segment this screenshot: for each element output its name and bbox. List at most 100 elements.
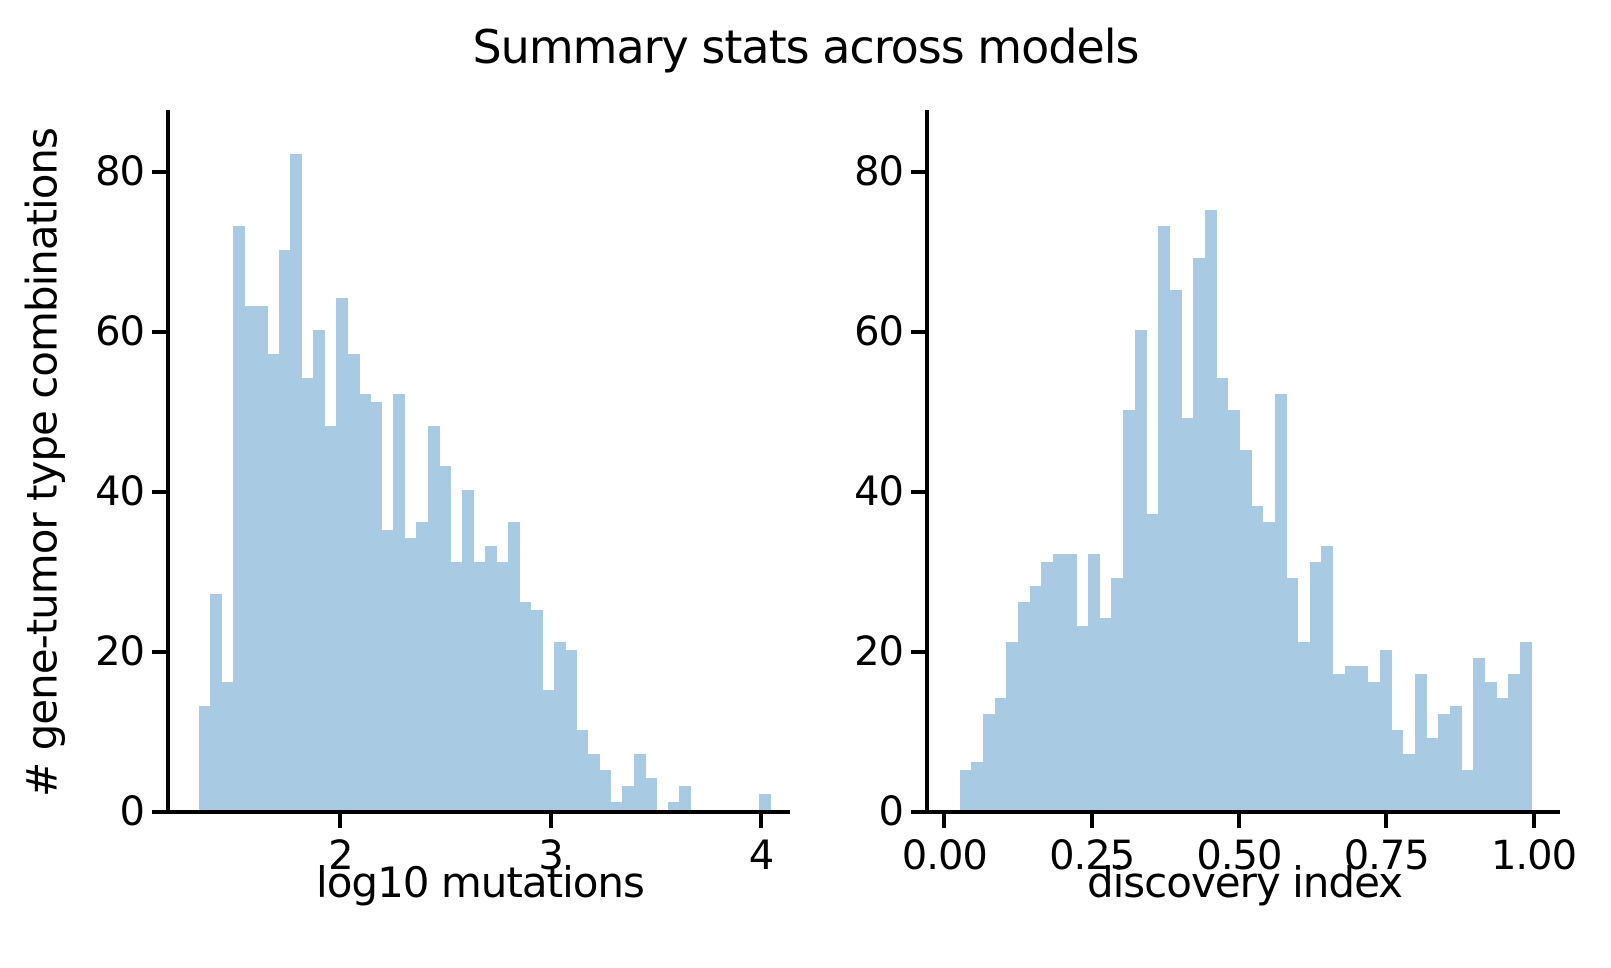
histogram-bar xyxy=(324,426,337,810)
histogram-bar xyxy=(1064,554,1077,810)
x-axis-label-right: discovery index xyxy=(1086,858,1403,907)
histogram-bar xyxy=(1379,650,1392,810)
histogram-bar xyxy=(381,530,394,810)
x-tick-label: 1.00 xyxy=(1490,833,1577,879)
histogram-bar xyxy=(1052,554,1066,810)
histogram-bar xyxy=(1251,506,1264,810)
x-tick-label: 0.50 xyxy=(1196,833,1282,879)
histogram-bar xyxy=(971,762,984,810)
histogram-bar xyxy=(576,730,589,810)
y-tick-label: 0 xyxy=(119,789,145,835)
histogram-bar xyxy=(290,154,303,810)
y-tick xyxy=(152,650,166,654)
histogram-bar xyxy=(1029,586,1042,810)
histogram-bar xyxy=(473,562,486,810)
histogram-bar xyxy=(1437,714,1451,810)
histogram-bar xyxy=(1099,618,1112,810)
histogram-bar xyxy=(1426,738,1439,810)
histogram-bar xyxy=(1309,562,1322,810)
histogram-bar xyxy=(599,770,612,810)
x-axis-label-left: log10 mutations xyxy=(316,858,645,907)
histogram-bar xyxy=(982,714,996,810)
histogram-bar xyxy=(994,698,1007,810)
x-tick xyxy=(1236,814,1241,828)
histogram-bar xyxy=(507,522,520,810)
histogram-bar xyxy=(1146,514,1159,810)
histogram-bar xyxy=(450,562,463,810)
histogram-bar xyxy=(1204,210,1217,810)
histogram-bar xyxy=(553,642,566,810)
histogram-bar xyxy=(622,786,635,810)
y-tick xyxy=(152,810,166,814)
y-tick xyxy=(152,490,166,494)
x-tick xyxy=(942,814,947,828)
histogram-bar xyxy=(610,802,623,810)
histogram-bar xyxy=(667,802,680,810)
x-axis-spine xyxy=(166,810,790,814)
y-tick-label: 60 xyxy=(854,309,904,355)
histogram-bar xyxy=(1181,418,1194,810)
histogram-bar xyxy=(530,610,543,810)
histogram-bar xyxy=(1449,706,1462,810)
x-tick xyxy=(548,814,553,828)
histogram-bar xyxy=(1087,554,1101,810)
histogram-bar xyxy=(1274,394,1287,810)
y-axis-spine xyxy=(166,110,170,814)
x-tick-label: 0.75 xyxy=(1343,833,1430,879)
x-tick xyxy=(1089,814,1094,828)
histogram-bar xyxy=(1496,698,1509,810)
y-axis-label: # gene-tumor type combinations xyxy=(17,128,67,797)
histogram-bar xyxy=(496,562,509,810)
y-tick-label: 80 xyxy=(854,149,904,195)
histogram-bar xyxy=(519,602,532,810)
histogram-bar xyxy=(1472,658,1486,810)
y-tick-label: 80 xyxy=(95,149,145,195)
histogram-bar xyxy=(1344,666,1357,810)
histogram-bar xyxy=(645,778,657,810)
histogram-bar xyxy=(1402,754,1416,810)
y-tick xyxy=(911,650,925,654)
histogram-bar xyxy=(1122,410,1136,810)
x-tick xyxy=(758,814,763,828)
y-tick-label: 20 xyxy=(854,629,904,675)
histogram-bar xyxy=(1227,410,1241,810)
histogram-bar xyxy=(1262,522,1276,810)
histogram-bar xyxy=(1076,626,1089,810)
histogram-bar xyxy=(1017,602,1031,810)
histogram-bar xyxy=(461,490,474,810)
histogram-bar xyxy=(679,786,692,810)
histogram-bar xyxy=(1041,562,1054,810)
x-tick-label: 3 xyxy=(538,833,563,879)
y-tick xyxy=(911,330,925,334)
x-axis-spine xyxy=(925,810,1560,814)
histogram-bar xyxy=(484,546,497,810)
histogram-bar xyxy=(1519,642,1532,810)
histogram-bar xyxy=(1414,674,1427,810)
x-tick xyxy=(1531,814,1536,828)
histogram-bar xyxy=(959,770,972,810)
x-tick-label: 0.25 xyxy=(1049,833,1135,879)
histogram-bar xyxy=(1216,378,1229,810)
histogram-bar xyxy=(1484,682,1497,810)
y-tick-label: 0 xyxy=(878,789,904,835)
histogram-bar xyxy=(1111,578,1124,810)
histogram-bar xyxy=(1239,450,1252,810)
y-tick-label: 60 xyxy=(95,309,145,355)
y-tick xyxy=(911,490,925,494)
histogram-bar xyxy=(1356,666,1369,810)
x-tick-label: 4 xyxy=(748,833,774,879)
histogram-bar xyxy=(1192,258,1206,810)
histogram-bar xyxy=(301,378,314,810)
histogram-bar xyxy=(404,538,417,810)
histogram-bar xyxy=(210,594,223,810)
histogram-bar xyxy=(221,682,234,810)
histogram-bar xyxy=(393,394,406,810)
histogram-bar xyxy=(1321,546,1334,810)
histogram-bar xyxy=(347,354,360,810)
histogram-bar xyxy=(1006,642,1019,810)
histogram-bar xyxy=(587,754,600,810)
histogram-bar xyxy=(1169,290,1182,810)
y-tick xyxy=(152,330,166,334)
histogram-bar xyxy=(278,250,291,810)
